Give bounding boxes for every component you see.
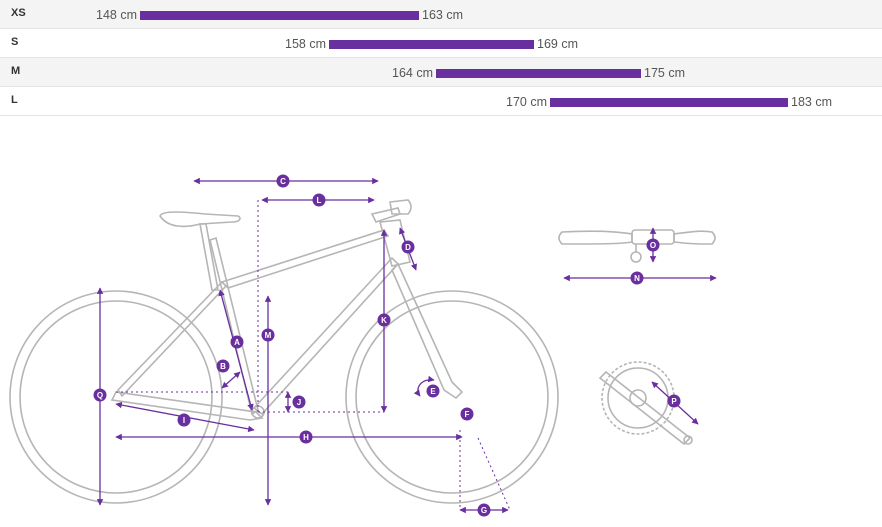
dimension-marker-l: L <box>312 193 326 207</box>
dimension-marker-m: M <box>261 328 275 342</box>
dimension-marker-a: A <box>230 335 244 349</box>
svg-text:G: G <box>481 506 487 515</box>
reference-lines <box>116 200 511 511</box>
svg-text:C: C <box>280 177 286 186</box>
dimension-marker-c: C <box>276 174 290 188</box>
size-label: XS <box>11 7 26 19</box>
size-row-l: L 170 cm 183 cm <box>0 87 882 116</box>
dimension-labels: A B C D E F G H I J K L M N O P Q <box>93 174 681 517</box>
seat-and-post <box>159 211 241 291</box>
height-range-bar <box>550 98 788 107</box>
dimension-marker-i: I <box>177 413 191 427</box>
max-height-label: 163 cm <box>422 8 463 22</box>
size-label: L <box>11 94 18 106</box>
min-height-label: 164 cm <box>392 66 433 80</box>
dimension-marker-d: D <box>401 240 415 254</box>
svg-text:J: J <box>297 398 301 407</box>
dimension-arrows <box>96 177 717 514</box>
dimension-marker-o: O <box>646 238 660 252</box>
svg-text:N: N <box>634 274 640 283</box>
height-range-bar <box>329 40 534 49</box>
dimension-marker-b: B <box>216 359 230 373</box>
svg-text:K: K <box>381 316 387 325</box>
min-height-label: 148 cm <box>96 8 137 22</box>
svg-text:O: O <box>650 241 656 250</box>
svg-text:A: A <box>234 338 240 347</box>
dimension-marker-f: F <box>460 407 474 421</box>
dimension-marker-g: G <box>477 503 491 517</box>
dimension-line-b <box>221 371 241 389</box>
svg-text:I: I <box>183 416 185 425</box>
dimension-line-e <box>413 375 435 397</box>
max-height-label: 175 cm <box>644 66 685 80</box>
svg-text:P: P <box>671 397 677 406</box>
handlebar-top-view <box>558 229 716 263</box>
size-chart: XS 148 cm 163 cm S 158 cm 169 cm M 164 c… <box>0 0 882 116</box>
height-range-bar <box>140 11 419 20</box>
dimension-marker-e: E <box>426 384 440 398</box>
svg-text:F: F <box>465 410 470 419</box>
stem-and-handlebar <box>370 199 412 223</box>
size-label: M <box>11 65 21 77</box>
svg-text:Q: Q <box>97 391 103 400</box>
dimension-line-a <box>218 289 254 411</box>
max-height-label: 169 cm <box>537 37 578 51</box>
min-height-label: 170 cm <box>506 95 547 109</box>
dimension-marker-n: N <box>630 271 644 285</box>
size-row-m: M 164 cm 175 cm <box>0 58 882 87</box>
svg-text:D: D <box>405 243 411 252</box>
dimension-marker-k: K <box>377 313 391 327</box>
min-height-label: 158 cm <box>285 37 326 51</box>
bike-illustration <box>9 199 716 504</box>
size-row-xs: XS 148 cm 163 cm <box>0 0 882 29</box>
max-height-label: 183 cm <box>791 95 832 109</box>
dimension-marker-h: H <box>299 430 313 444</box>
svg-text:L: L <box>317 196 322 205</box>
svg-text:H: H <box>303 433 309 442</box>
svg-text:M: M <box>265 331 272 340</box>
svg-text:B: B <box>220 362 226 371</box>
size-label: S <box>11 36 19 48</box>
dimension-marker-q: Q <box>93 388 107 402</box>
height-range-bar <box>436 69 641 78</box>
bike-geometry-diagram: A B C D E F G H I J K L M N O P Q <box>9 174 717 517</box>
front-wheel <box>345 290 559 504</box>
dimension-marker-j: J <box>292 395 306 409</box>
dimension-marker-p: P <box>667 394 681 408</box>
size-row-s: S 158 cm 169 cm <box>0 29 882 58</box>
svg-text:E: E <box>430 387 436 396</box>
